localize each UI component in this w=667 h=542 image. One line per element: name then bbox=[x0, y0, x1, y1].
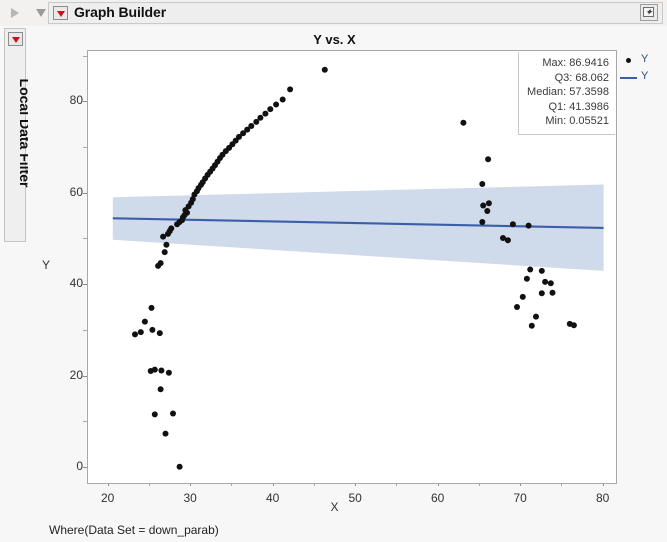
y-tick-mark bbox=[83, 467, 88, 468]
y-tick-label: 60 bbox=[69, 184, 83, 199]
y-tick-mark bbox=[83, 284, 88, 286]
statistic-line: Q3: 68.062 bbox=[554, 71, 609, 84]
maximize-icon[interactable]: ✦ bbox=[640, 4, 658, 21]
y-tick-label: 40 bbox=[69, 276, 83, 291]
y-tick-mark bbox=[83, 375, 88, 377]
x-tick-mark-minor bbox=[313, 482, 315, 486]
y-tick-mark bbox=[83, 101, 88, 103]
legend-point-icon bbox=[626, 58, 631, 63]
y-tick-mark-minor bbox=[83, 238, 87, 240]
triangle-right-icon[interactable] bbox=[11, 8, 19, 18]
legend-label: Y bbox=[641, 70, 649, 82]
statistic-line: Median: 57.3598 bbox=[527, 86, 609, 99]
page-title: Y vs. X bbox=[313, 32, 356, 47]
legend-line-icon bbox=[620, 77, 637, 79]
y-axis-ticks: 0 20 40 60 80 bbox=[50, 50, 88, 484]
y-tick-mark-minor bbox=[83, 55, 87, 57]
window-title-bar: Graph Builder ✦ bbox=[0, 0, 667, 26]
y-tick-mark-minor bbox=[83, 329, 87, 331]
scatter-plot-canvas bbox=[112, 66, 604, 470]
legend-label: Y bbox=[641, 53, 649, 65]
statistic-line: Q1: 41.3986 bbox=[548, 100, 609, 113]
x-tick-mark-minor bbox=[561, 482, 563, 486]
y-tick-label: 20 bbox=[69, 367, 83, 382]
x-tick-label: 70 bbox=[513, 491, 527, 505]
window-title: Graph Builder bbox=[74, 4, 167, 20]
x-tick-label: 60 bbox=[430, 491, 445, 505]
red-triangle-menu-icon[interactable] bbox=[53, 6, 68, 20]
x-tick-label: 50 bbox=[348, 491, 362, 505]
local-data-filter-panel[interactable]: Local Data Filter bbox=[4, 28, 33, 242]
title-panel bbox=[48, 2, 663, 24]
x-axis-label: X bbox=[330, 500, 339, 514]
triangle-down-icon[interactable] bbox=[36, 9, 46, 17]
x-axis-ticks: 20 30 40 50 60 70 80 bbox=[67, 481, 637, 505]
y-tick-mark bbox=[83, 192, 88, 194]
legend-entry[interactable]: Y bbox=[620, 69, 667, 86]
statistic-line: Max: 86.9416 bbox=[542, 57, 609, 69]
x-tick-label: 30 bbox=[183, 491, 197, 505]
chart-area: Y vs. X Y X 0 20 40 60 80 20 30 40 50 60 70 80 Max… bbox=[28, 28, 667, 514]
y-tick-label: 80 bbox=[69, 93, 83, 108]
x-tick-label: 20 bbox=[100, 491, 115, 505]
plot-frame[interactable]: Max: 86.9416 Q3: 68.062 Median: 57.3598 Q1:… bbox=[87, 50, 617, 484]
where-clause: Where(Data Set = down_parab) bbox=[49, 523, 219, 537]
y-tick-mark-minor bbox=[83, 147, 87, 148]
x-tick-mark-minor bbox=[148, 482, 150, 486]
x-tick-mark-minor bbox=[396, 482, 398, 486]
x-tick-label: 40 bbox=[265, 491, 280, 505]
x-tick-mark-minor bbox=[231, 482, 233, 486]
legend-entry[interactable]: Y bbox=[620, 52, 667, 69]
y-tick-label: 0 bbox=[76, 459, 83, 473]
y-axis-label: Y bbox=[42, 258, 51, 272]
red-triangle-menu-icon[interactable] bbox=[8, 32, 23, 46]
x-tick-mark-minor bbox=[478, 482, 480, 486]
statistics-box: Max: 86.9416 Q3: 68.062 Median: 57.3598 Q1:… bbox=[518, 52, 615, 135]
y-tick-mark-minor bbox=[83, 421, 87, 423]
x-tick-label: 80 bbox=[595, 491, 610, 505]
statistic-line: Min: 0.05521 bbox=[545, 115, 609, 128]
